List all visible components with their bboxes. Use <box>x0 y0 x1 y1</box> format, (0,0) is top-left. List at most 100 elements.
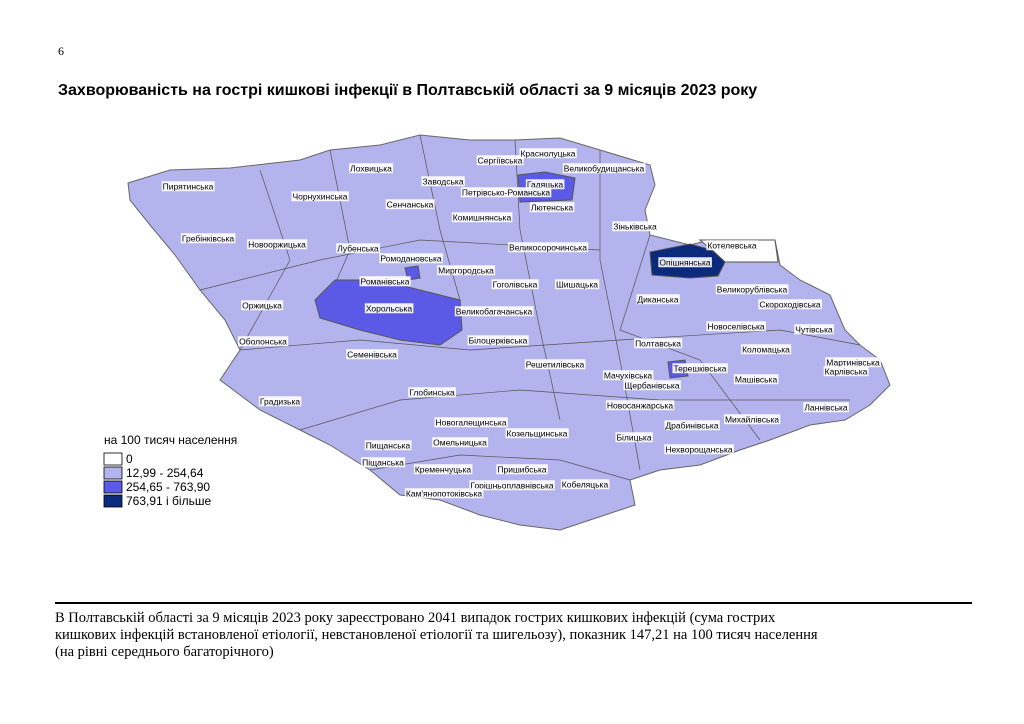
region-name: Великорублівська <box>717 284 788 294</box>
region-name: Пришибська <box>497 464 547 474</box>
region-name: Оржицька <box>242 300 282 310</box>
label-box <box>364 303 414 314</box>
label-box <box>605 400 675 411</box>
label-box <box>346 349 399 360</box>
region-name: Решетилівська <box>526 359 585 369</box>
region-label: Білицька <box>615 432 653 443</box>
region-label: Зіньківська <box>612 221 659 232</box>
legend-swatch <box>103 494 123 508</box>
region-name: Диканська <box>637 294 678 304</box>
region-label: Гребінківська <box>180 233 236 244</box>
region-label: Коломацька <box>741 344 792 355</box>
region-label: Піщанська <box>361 457 406 468</box>
region-label: Пищанська <box>364 440 412 451</box>
region-name: Сенчанська <box>387 199 434 209</box>
region-label: Ланнівська <box>803 402 849 413</box>
legend-label: 0 <box>126 452 133 466</box>
label-box <box>803 402 849 413</box>
region-label: Чорнухинська <box>291 191 349 202</box>
region-label: Лохвицька <box>349 163 394 174</box>
region-name: Мачухівська <box>604 370 653 380</box>
label-box <box>421 176 465 187</box>
footer-line: (на рівні середнього багаторічного) <box>55 644 274 660</box>
region-label: Оржицька <box>241 300 284 311</box>
label-box <box>258 396 302 407</box>
label-box <box>612 221 659 232</box>
region-label: Великобудищанська <box>562 163 646 174</box>
label-box <box>706 321 766 332</box>
region-label: Оболонська <box>238 336 289 347</box>
footer-line: кишкових інфекцій встановленої етіології… <box>55 627 818 643</box>
label-box <box>496 464 548 475</box>
region-name: Опішнянська <box>659 257 710 267</box>
region-label: Решетилівська <box>524 359 586 370</box>
region-label: Миргородська <box>437 265 496 276</box>
region-name: Щербанівська <box>624 380 679 390</box>
region-name: Піщанська <box>362 457 404 467</box>
region-label: Новосанжарська <box>605 400 675 411</box>
region-name: Карлівська <box>825 366 868 376</box>
label-box <box>560 479 610 490</box>
region-name: Кременчуцька <box>415 464 472 474</box>
label-box <box>476 155 524 166</box>
region-name: Оболонська <box>239 336 287 346</box>
region-name: Гадяцька <box>527 179 564 189</box>
region-name: Гоголівська <box>493 279 538 289</box>
region-label: Кременчуцька <box>413 464 473 475</box>
region-label: Семенівська <box>346 349 399 360</box>
region-name: Чутівська <box>795 324 833 334</box>
region-label: Великосорочинська <box>508 242 589 253</box>
label-box <box>706 240 758 251</box>
region-name: Заводська <box>422 176 463 186</box>
region-name: Лубенська <box>337 243 379 253</box>
label-box <box>361 457 406 468</box>
label-box <box>404 488 484 499</box>
region-label: Щербанівська <box>623 380 681 391</box>
region-name: Новооржицька <box>248 239 306 249</box>
region-label: Опішнянська <box>658 257 712 268</box>
label-box <box>519 148 577 159</box>
label-box <box>741 344 792 355</box>
region-name: Ланнівська <box>804 402 848 412</box>
region-label: Кобеляцька <box>560 479 610 490</box>
region-label: Ромодановська <box>379 253 443 264</box>
page-number: 6 <box>58 44 64 58</box>
region-name: Коломацька <box>742 344 790 354</box>
label-box <box>664 420 720 431</box>
region-label: Терешківська <box>672 363 728 374</box>
region-label: Кам'янопотоківська <box>404 488 484 499</box>
label-box <box>432 437 489 448</box>
region-label: Петрівсько-Романська <box>460 187 552 198</box>
region-name: Лохвицька <box>350 163 392 173</box>
region-label: Михайлівська <box>723 414 781 425</box>
region-name: Ромодановська <box>380 253 442 263</box>
label-box <box>379 253 443 264</box>
label-box <box>336 243 381 254</box>
label-box <box>241 300 284 311</box>
region-label: Лубенська <box>336 243 381 254</box>
region-name: Машівська <box>735 374 778 384</box>
label-box <box>469 480 555 491</box>
region-name: Новогалещинська <box>435 417 506 427</box>
legend-swatch <box>103 452 123 466</box>
region-name: Мартинівська <box>826 357 880 367</box>
region-name: Шишацька <box>556 279 598 289</box>
region-labels: Пирятинська Лохвицька СергіївськаКраснолуц… <box>161 148 881 499</box>
label-box <box>359 276 411 287</box>
label-box <box>525 179 565 190</box>
legend-swatch <box>103 480 123 494</box>
label-box <box>291 191 349 202</box>
label-box <box>364 440 412 451</box>
label-box <box>508 242 589 253</box>
region-label: Котелевська <box>706 240 758 251</box>
region-name: Гребінківська <box>182 233 235 243</box>
region-label: Пирятинська <box>161 181 215 192</box>
region-name: Великобагачанська <box>456 306 533 316</box>
label-box <box>385 199 435 210</box>
label-box <box>460 187 552 198</box>
region-name: Білицька <box>616 432 651 442</box>
legend-label: 763,91 і більше <box>126 494 211 508</box>
label-box <box>180 233 236 244</box>
label-box <box>524 359 586 370</box>
